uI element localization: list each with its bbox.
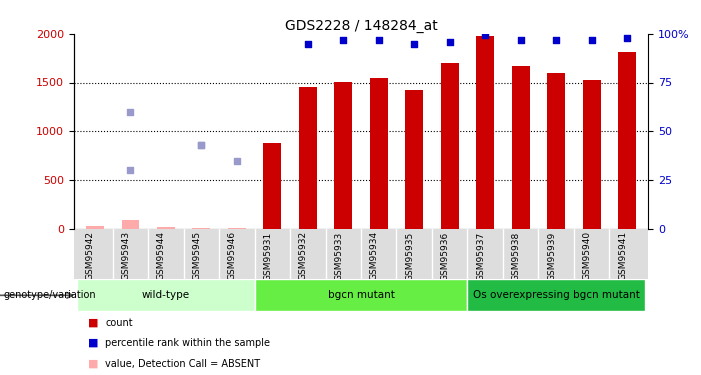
Bar [468, 279, 645, 311]
Bar [618, 52, 636, 229]
Text: GSM95935: GSM95935 [405, 231, 414, 280]
Bar [86, 226, 104, 229]
Bar [334, 81, 352, 229]
Point [515, 37, 526, 43]
Point [196, 142, 207, 148]
Bar [405, 90, 423, 229]
Text: GSM95945: GSM95945 [192, 231, 201, 280]
Point [550, 37, 562, 43]
Title: GDS2228 / 148284_at: GDS2228 / 148284_at [285, 19, 437, 33]
Text: ■: ■ [88, 318, 98, 327]
Bar [547, 73, 565, 229]
Bar [228, 228, 245, 229]
Bar [254, 279, 468, 311]
Bar [441, 63, 458, 229]
Text: GSM95946: GSM95946 [228, 231, 237, 280]
Bar [77, 279, 254, 311]
Point [479, 32, 491, 38]
Bar [299, 87, 317, 229]
Point [196, 142, 207, 148]
Text: Os overexpressing bgcn mutant: Os overexpressing bgcn mutant [472, 290, 639, 300]
Text: GSM95943: GSM95943 [121, 231, 130, 280]
Text: GSM95942: GSM95942 [86, 231, 95, 280]
Text: GSM95941: GSM95941 [618, 231, 627, 280]
Text: count: count [105, 318, 132, 327]
Point [444, 39, 456, 45]
Text: ■: ■ [88, 359, 98, 369]
Bar [121, 220, 139, 229]
Text: value, Detection Call = ABSENT: value, Detection Call = ABSENT [105, 359, 260, 369]
Text: GSM95940: GSM95940 [583, 231, 592, 280]
Point [622, 34, 633, 40]
Text: GSM95932: GSM95932 [299, 231, 308, 280]
Point [125, 167, 136, 173]
Bar [193, 228, 210, 229]
Text: GSM95933: GSM95933 [334, 231, 343, 280]
Text: GSM95938: GSM95938 [512, 231, 521, 280]
Point [586, 37, 597, 43]
Text: GSM95939: GSM95939 [547, 231, 556, 280]
Text: genotype/variation: genotype/variation [4, 290, 96, 300]
Point [409, 40, 420, 46]
Bar [583, 80, 601, 229]
Text: GSM95944: GSM95944 [157, 231, 166, 280]
Point [338, 37, 349, 43]
Point [302, 40, 313, 46]
Text: GSM95937: GSM95937 [476, 231, 485, 280]
Bar [512, 66, 529, 229]
Bar [157, 227, 175, 229]
Bar [264, 143, 281, 229]
Text: GSM95934: GSM95934 [369, 231, 379, 280]
Text: percentile rank within the sample: percentile rank within the sample [105, 338, 270, 348]
Point [373, 37, 384, 43]
Text: bgcn mutant: bgcn mutant [327, 290, 395, 300]
Point [125, 109, 136, 115]
Bar [370, 78, 388, 229]
Text: GSM95931: GSM95931 [264, 231, 272, 280]
Point [231, 158, 243, 164]
Text: GSM95936: GSM95936 [441, 231, 450, 280]
Text: wild-type: wild-type [142, 290, 190, 300]
Text: ■: ■ [88, 338, 98, 348]
Bar [477, 36, 494, 229]
